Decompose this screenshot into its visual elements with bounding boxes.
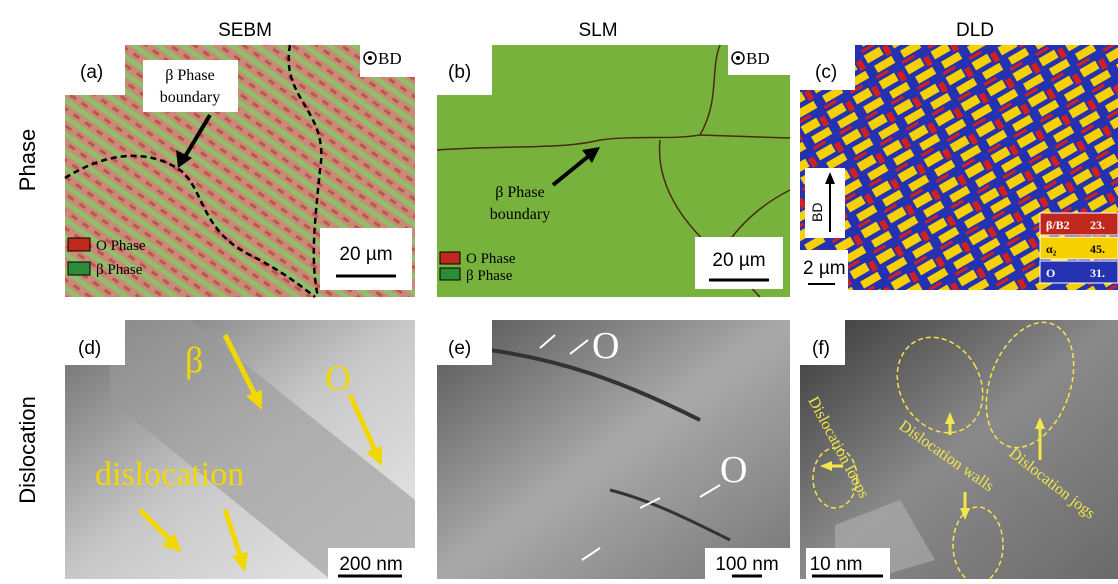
scale-bar-label: 20 µm xyxy=(339,244,392,265)
legend-value: 45. xyxy=(1090,242,1105,256)
legend-label: β/B2 xyxy=(1046,218,1070,232)
row-header: Dislocation xyxy=(15,396,40,504)
column-header: DLD xyxy=(956,20,994,41)
bd-label: BD xyxy=(746,49,770,68)
bd-label: BD xyxy=(378,49,402,68)
annotation: β xyxy=(185,340,203,380)
scale-bar-label: 100 nm xyxy=(715,554,778,575)
panel-label: (b) xyxy=(448,62,471,83)
column-header: SEBM xyxy=(218,20,272,41)
scale-bar-label: 20 µm xyxy=(712,250,765,271)
annotation: dislocation xyxy=(95,456,244,493)
annotation: O xyxy=(592,325,619,367)
legend-value: 31. xyxy=(1090,266,1105,280)
panel-label: (d) xyxy=(78,338,101,359)
legend-label: O Phase xyxy=(96,238,146,254)
callout: β Phase xyxy=(165,67,214,84)
panel-e: (e) O O 100 nm xyxy=(437,320,790,579)
legend-label: β Phase xyxy=(466,268,513,284)
panel-f: (f) Dislocation loops Dislocation walls … xyxy=(800,310,1118,579)
panel-c: (c) BD 2 µm β/B2 23. α₂ 45. O 31. xyxy=(800,45,1118,290)
annotation: O xyxy=(720,449,747,491)
callout: β Phase xyxy=(495,184,544,201)
panel-label: (f) xyxy=(812,338,830,359)
panel-label: (c) xyxy=(815,62,837,83)
panel-label: (a) xyxy=(80,62,103,83)
callout: boundary xyxy=(490,206,550,223)
scale-bar-label: 10 nm xyxy=(810,554,863,575)
scale-bar-label: 200 nm xyxy=(339,554,402,575)
legend-value: 23. xyxy=(1090,218,1105,232)
annotation: O xyxy=(325,358,351,398)
panel-d: (d) β O dislocation 200 nm xyxy=(65,320,415,579)
legend-label: O Phase xyxy=(466,251,516,267)
legend-label: α₂ xyxy=(1046,242,1057,256)
panel-b: (b) BD β Phase boundary O Phase β Phase … xyxy=(437,45,790,297)
column-header: SLM xyxy=(578,20,617,41)
row-header: Phase xyxy=(15,129,40,191)
panel-label: (e) xyxy=(448,338,471,359)
figure: SEBM SLM DLD Phase Dislocation (a) BD β … xyxy=(0,0,1118,579)
legend-label: O xyxy=(1046,266,1055,280)
panel-a: (a) BD β Phase boundary O Phase β Phase … xyxy=(65,45,415,297)
legend-label: β Phase xyxy=(96,262,143,278)
scale-bar-label: 2 µm xyxy=(803,258,846,279)
bd-label: BD xyxy=(809,203,825,222)
callout: boundary xyxy=(160,89,220,106)
